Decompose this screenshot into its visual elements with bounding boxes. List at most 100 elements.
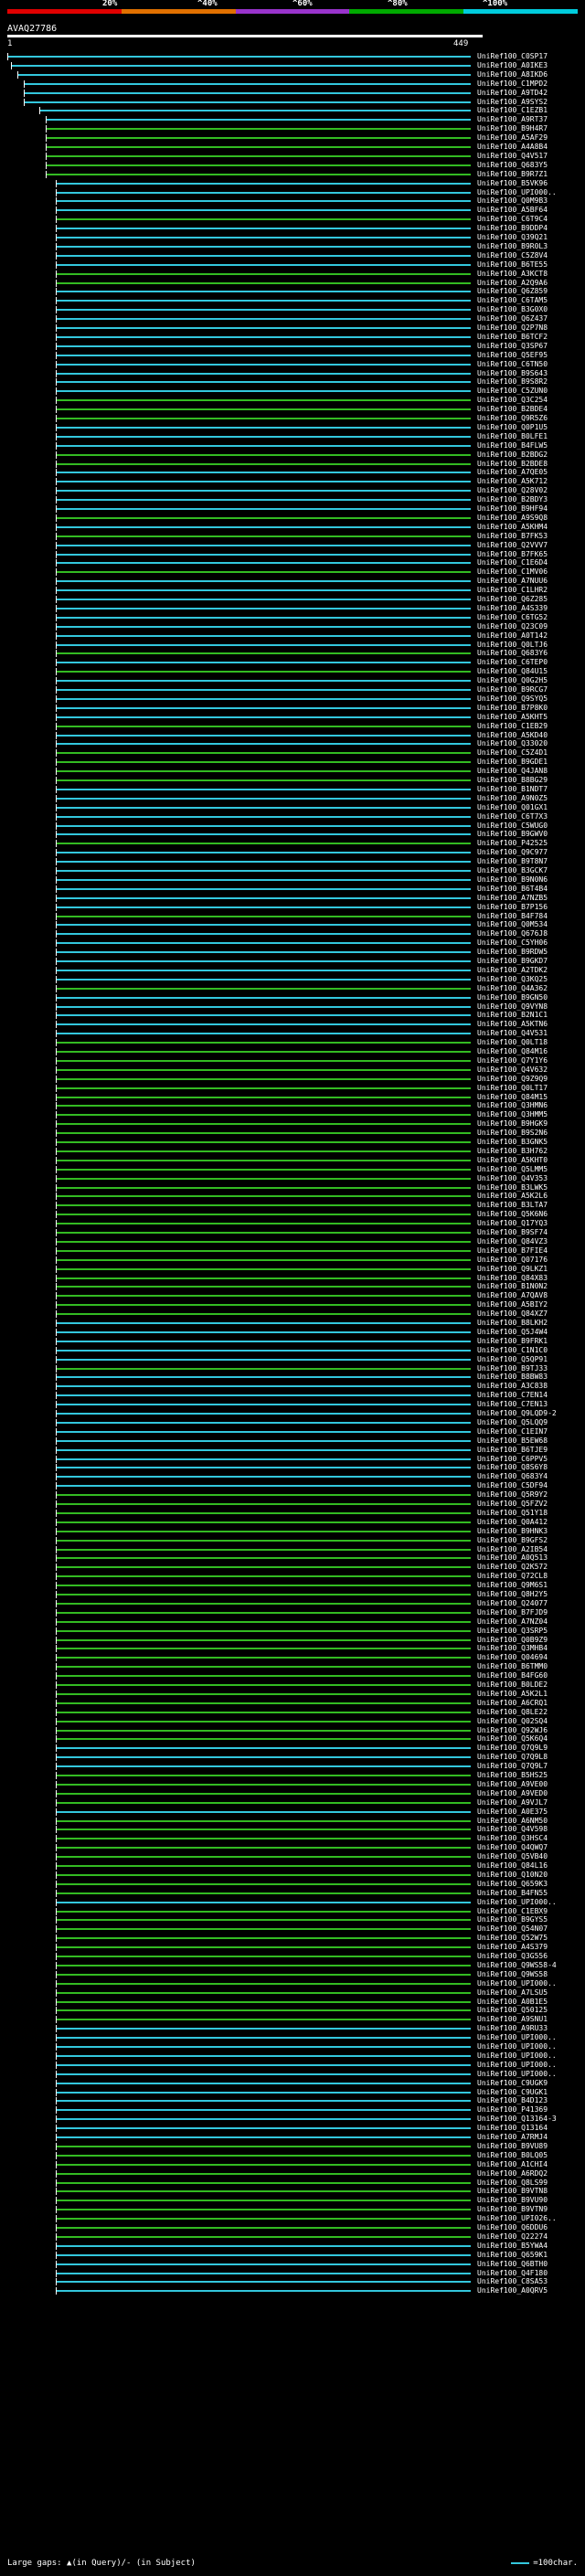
hit-row[interactable]: UniRef100_B4FG60 (0, 1671, 585, 1680)
hit-label[interactable]: UniRef100_UPI026.. (477, 2214, 557, 2223)
hit-label[interactable]: UniRef100_B9VU90 (477, 2196, 548, 2205)
hit-row[interactable]: UniRef100_C6TG52 (0, 613, 585, 622)
hit-label[interactable]: UniRef100_B7FK53 (477, 531, 548, 540)
hit-row[interactable]: UniRef100_A0T142 (0, 631, 585, 641)
hit-row[interactable]: UniRef100_B4D123 (0, 2096, 585, 2105)
hit-row[interactable]: UniRef100_Q4V598 (0, 1825, 585, 1834)
hit-row[interactable]: UniRef100_Q2P7N8 (0, 323, 585, 333)
hit-row[interactable]: UniRef100_B9HGK9 (0, 1119, 585, 1129)
hit-row[interactable]: UniRef100_C6T9C4 (0, 215, 585, 224)
hit-label[interactable]: UniRef100_A5K712 (477, 477, 548, 486)
hit-label[interactable]: UniRef100_B3LWK5 (477, 1182, 548, 1192)
hit-label[interactable]: UniRef100_B0LFE1 (477, 431, 548, 440)
hit-row[interactable]: UniRef100_B9TJ33 (0, 1364, 585, 1373)
hit-label[interactable]: UniRef100_B9FRK1 (477, 1336, 548, 1345)
hit-label[interactable]: UniRef100_Q6BTH0 (477, 2259, 548, 2268)
hit-row[interactable]: UniRef100_B5EW68 (0, 1436, 585, 1446)
hit-row[interactable]: UniRef100_B6TJE9 (0, 1446, 585, 1455)
hit-row[interactable]: UniRef100_B7FJD9 (0, 1608, 585, 1617)
hit-label[interactable]: UniRef100_Q0B9Z9 (477, 1635, 548, 1644)
hit-row[interactable]: UniRef100_UPI000.. (0, 2051, 585, 2061)
hit-label[interactable]: UniRef100_Q07176 (477, 1255, 548, 1264)
hit-row[interactable]: UniRef100_UPI000.. (0, 2042, 585, 2051)
hit-row[interactable]: UniRef100_B0LQ05 (0, 2151, 585, 2160)
hit-label[interactable]: UniRef100_Q7Q9L7 (477, 1762, 548, 1771)
hit-label[interactable]: UniRef100_Q0G2H5 (477, 676, 548, 685)
hit-row[interactable]: UniRef100_Q2VVV7 (0, 541, 585, 550)
hit-label[interactable]: UniRef100_B9S643 (477, 368, 548, 377)
hit-label[interactable]: UniRef100_Q6Z859 (477, 287, 548, 296)
hit-label[interactable]: UniRef100_C6TN50 (477, 359, 548, 368)
hit-label[interactable]: UniRef100_Q13164 (477, 2124, 548, 2133)
hit-label[interactable]: UniRef100_A0B1E5 (477, 1997, 548, 2006)
hit-row[interactable]: UniRef100_Q50125 (0, 2006, 585, 2015)
hit-row[interactable]: UniRef100_C5Z4D1 (0, 748, 585, 758)
hit-label[interactable]: UniRef100_Q13164-3 (477, 2115, 557, 2124)
hit-row[interactable]: UniRef100_B4F784 (0, 912, 585, 921)
hit-row[interactable]: UniRef100_C5DF94 (0, 1481, 585, 1490)
hit-row[interactable]: UniRef100_B9FRK1 (0, 1337, 585, 1346)
hit-row[interactable]: UniRef100_UPI000.. (0, 2033, 585, 2042)
hit-row[interactable]: UniRef100_B9HNK3 (0, 1527, 585, 1536)
hit-row[interactable]: UniRef100_UPI000.. (0, 1898, 585, 1907)
hit-label[interactable]: UniRef100_Q4V598 (477, 1825, 548, 1834)
hit-label[interactable]: UniRef100_Q84M15 (477, 1092, 548, 1101)
hit-label[interactable]: UniRef100_Q0M534 (477, 920, 548, 929)
hit-label[interactable]: UniRef100_C1E6D4 (477, 558, 548, 567)
hit-label[interactable]: UniRef100_Q5FZV2 (477, 1500, 548, 1508)
hit-row[interactable]: UniRef100_Q0LT18 (0, 1038, 585, 1047)
hit-label[interactable]: UniRef100_Q9LQD9-2 (477, 1409, 557, 1417)
hit-label[interactable]: UniRef100_Q4V517 (477, 151, 548, 160)
hit-row[interactable]: UniRef100_Q8S6Y8 (0, 1463, 585, 1472)
hit-row[interactable]: UniRef100_C1EB29 (0, 722, 585, 731)
hit-row[interactable]: UniRef100_Q5LQQ9 (0, 1418, 585, 1427)
hit-label[interactable]: UniRef100_B1N0N2 (477, 1282, 548, 1291)
hit-label[interactable]: UniRef100_B4FN55 (477, 1888, 548, 1897)
hit-row[interactable]: UniRef100_B3LTA7 (0, 1201, 585, 1210)
hit-row[interactable]: UniRef100_B3H762 (0, 1147, 585, 1156)
hit-row[interactable]: UniRef100_A4S379 (0, 1943, 585, 1952)
hit-label[interactable]: UniRef100_Q9M6S1 (477, 1581, 548, 1590)
hit-label[interactable]: UniRef100_Q51Y18 (477, 1508, 548, 1517)
hit-label[interactable]: UniRef100_B6TMM0 (477, 1662, 548, 1671)
hit-row[interactable]: UniRef100_UPI000.. (0, 2061, 585, 2070)
hit-row[interactable]: UniRef100_Q5QP91 (0, 1355, 585, 1364)
hit-label[interactable]: UniRef100_Q28V02 (477, 486, 548, 495)
hit-row[interactable]: UniRef100_B9S643 (0, 369, 585, 378)
hit-row[interactable]: UniRef100_Q0A412 (0, 1518, 585, 1527)
hit-row[interactable]: UniRef100_A5AF29 (0, 133, 585, 143)
hit-label[interactable]: UniRef100_Q22274 (477, 2231, 548, 2241)
hit-label[interactable]: UniRef100_B6TCF2 (477, 332, 548, 341)
hit-row[interactable]: UniRef100_C1N1C0 (0, 1346, 585, 1355)
hit-row[interactable]: UniRef100_Q3HSC4 (0, 1834, 585, 1843)
hit-row[interactable]: UniRef100_Q6Z859 (0, 287, 585, 296)
hit-row[interactable]: UniRef100_UPI000.. (0, 1979, 585, 1988)
hit-row[interactable]: UniRef100_B9GN50 (0, 993, 585, 1002)
hit-label[interactable]: UniRef100_B9H4R7 (477, 124, 548, 133)
hit-label[interactable]: UniRef100_C9UGK1 (477, 2087, 548, 2096)
hit-label[interactable]: UniRef100_B3G0X0 (477, 305, 548, 314)
hit-label[interactable]: UniRef100_C7EN14 (477, 1391, 548, 1400)
hit-label[interactable]: UniRef100_Q3MHB4 (477, 1644, 548, 1653)
hit-label[interactable]: UniRef100_A3C838 (477, 1382, 548, 1391)
hit-label[interactable]: UniRef100_A7QE05 (477, 468, 548, 477)
hit-label[interactable]: UniRef100_B7FK65 (477, 549, 548, 558)
hit-row[interactable]: UniRef100_A8IKD6 (0, 70, 585, 80)
hit-label[interactable]: UniRef100_Q5R9Y2 (477, 1490, 548, 1500)
hit-label[interactable]: UniRef100_A1CHI4 (477, 2159, 548, 2168)
hit-row[interactable]: UniRef100_B9HF94 (0, 504, 585, 514)
hit-row[interactable]: UniRef100_Q51Y18 (0, 1509, 585, 1518)
hit-label[interactable]: UniRef100_A6RDQ2 (477, 2168, 548, 2178)
hit-label[interactable]: UniRef100_A5BIY2 (477, 1300, 548, 1309)
hit-label[interactable]: UniRef100_Q92WJ6 (477, 1725, 548, 1734)
hit-row[interactable]: UniRef100_B2BDG2 (0, 451, 585, 460)
hit-label[interactable]: UniRef100_A9RT37 (477, 115, 548, 124)
hit-row[interactable]: UniRef100_B9S8R2 (0, 377, 585, 387)
hit-label[interactable]: UniRef100_A5KHT0 (477, 1155, 548, 1164)
hit-row[interactable]: UniRef100_B4FN55 (0, 1889, 585, 1898)
hit-label[interactable]: UniRef100_B3GCK7 (477, 866, 548, 875)
hit-label[interactable]: UniRef100_B9GN50 (477, 992, 548, 1002)
hit-label[interactable]: UniRef100_Q0LTJ6 (477, 640, 548, 649)
hit-label[interactable]: UniRef100_Q8S6Y8 (477, 1463, 548, 1472)
hit-label[interactable]: UniRef100_A5AF29 (477, 133, 548, 143)
